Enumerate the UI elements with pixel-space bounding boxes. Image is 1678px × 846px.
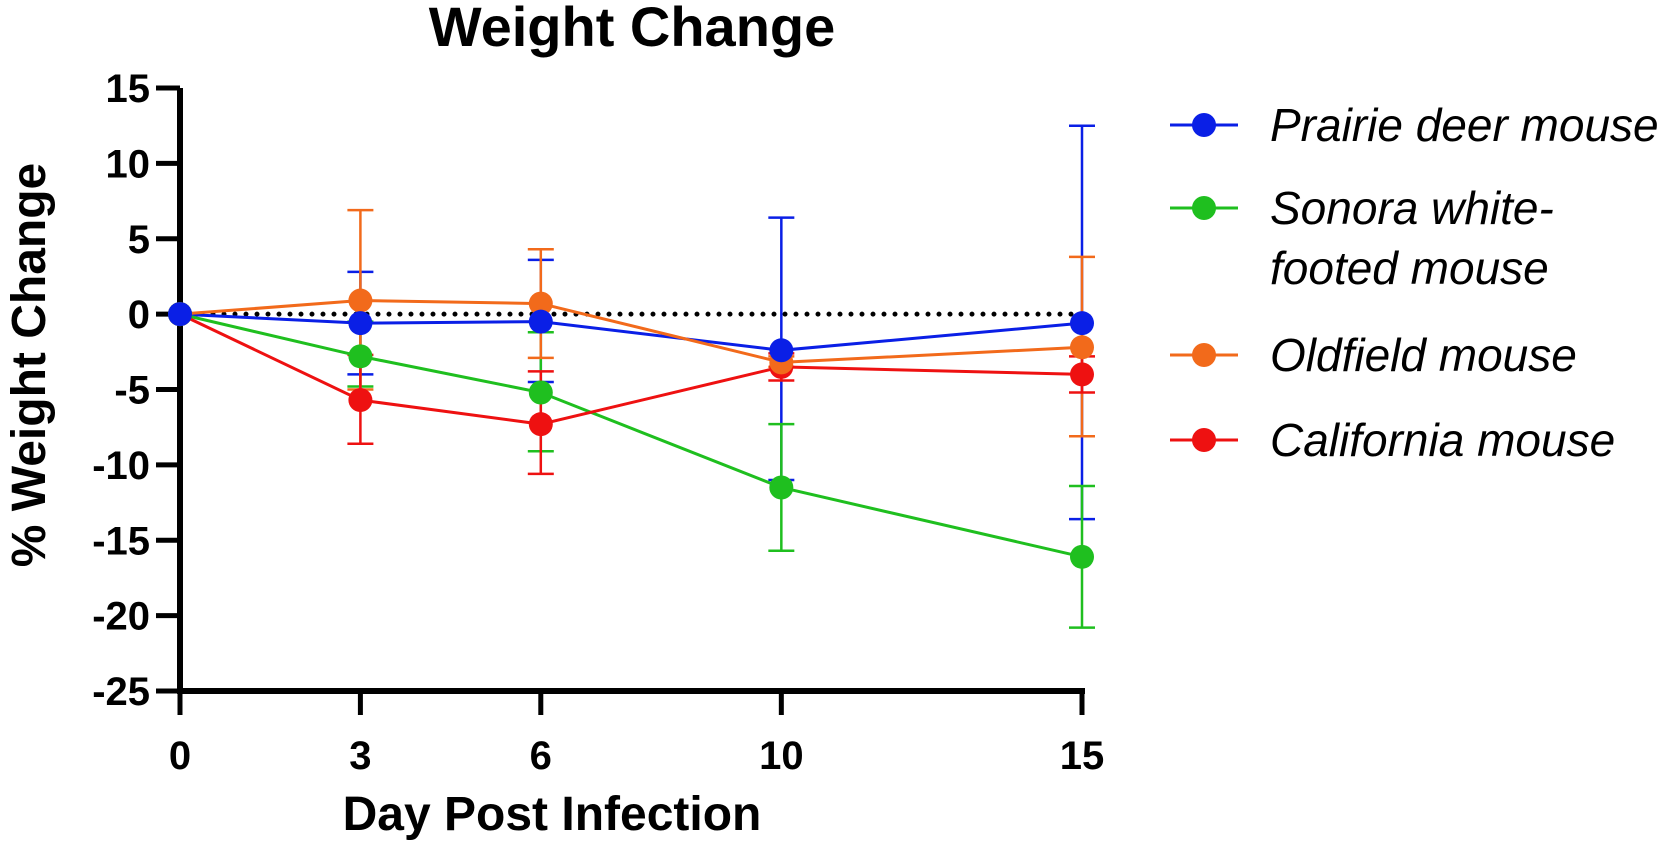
data-point	[348, 311, 373, 336]
legend-label: Sonora white-	[1270, 182, 1554, 234]
x-tick-label: 15	[1060, 734, 1105, 778]
legend-label: Oldfield mouse	[1270, 329, 1577, 381]
data-point	[1070, 362, 1094, 387]
y-tick-label: -15	[92, 519, 150, 563]
y-tick-label: 5	[128, 218, 150, 262]
y-tick-label: -5	[114, 369, 150, 413]
legend-label: footed mouse	[1270, 242, 1549, 294]
y-tick-label: 0	[128, 293, 150, 337]
y-tick-label: -10	[92, 444, 150, 488]
legend-marker	[1192, 343, 1216, 367]
series-line	[179, 312, 1083, 559]
series-line	[179, 312, 1083, 426]
data-point	[348, 288, 373, 313]
data-point	[528, 309, 553, 334]
plot-area: 15 10 5 0 -5 -10 -15 -20 -25 0 3 6 10 15	[92, 67, 1104, 778]
legend-item: California mouse	[1170, 414, 1615, 466]
y-tick-label: -25	[92, 670, 150, 714]
data-point	[1070, 311, 1094, 336]
data-point	[528, 412, 553, 437]
x-tick-label: 0	[169, 734, 191, 778]
y-tick-label: -20	[92, 595, 150, 639]
x-tick-label: 6	[530, 734, 552, 778]
data-point	[528, 291, 553, 316]
legend-label: Prairie deer mouse	[1270, 99, 1659, 151]
y-axis-label: % Weight Change	[3, 163, 56, 567]
data-point	[769, 475, 794, 500]
legend-marker	[1192, 196, 1216, 220]
legend-item: Prairie deer mouse	[1170, 99, 1659, 151]
data-point	[1070, 335, 1094, 360]
legend-label: California mouse	[1270, 414, 1615, 466]
chart-title: Weight Change	[429, 0, 836, 58]
x-axis-label: Day Post Infection	[343, 788, 762, 841]
data-point	[348, 388, 373, 413]
x-tick-label: 10	[759, 734, 804, 778]
legend: Prairie deer mouse Sonora white-footed mo…	[1170, 99, 1659, 466]
data-point	[528, 380, 553, 405]
legend-item: Sonora white-footed mouse	[1170, 182, 1554, 294]
data-point	[769, 338, 794, 363]
y-tick-label: 10	[106, 142, 151, 186]
data-point	[1070, 544, 1094, 569]
legend-item: Oldfield mouse	[1170, 329, 1577, 381]
data-point	[168, 302, 192, 327]
x-tick-label: 3	[349, 734, 371, 778]
legend-marker	[1192, 113, 1216, 137]
legend-marker	[1192, 428, 1216, 452]
y-tick-label: 15	[106, 67, 151, 111]
data-point	[348, 344, 373, 369]
